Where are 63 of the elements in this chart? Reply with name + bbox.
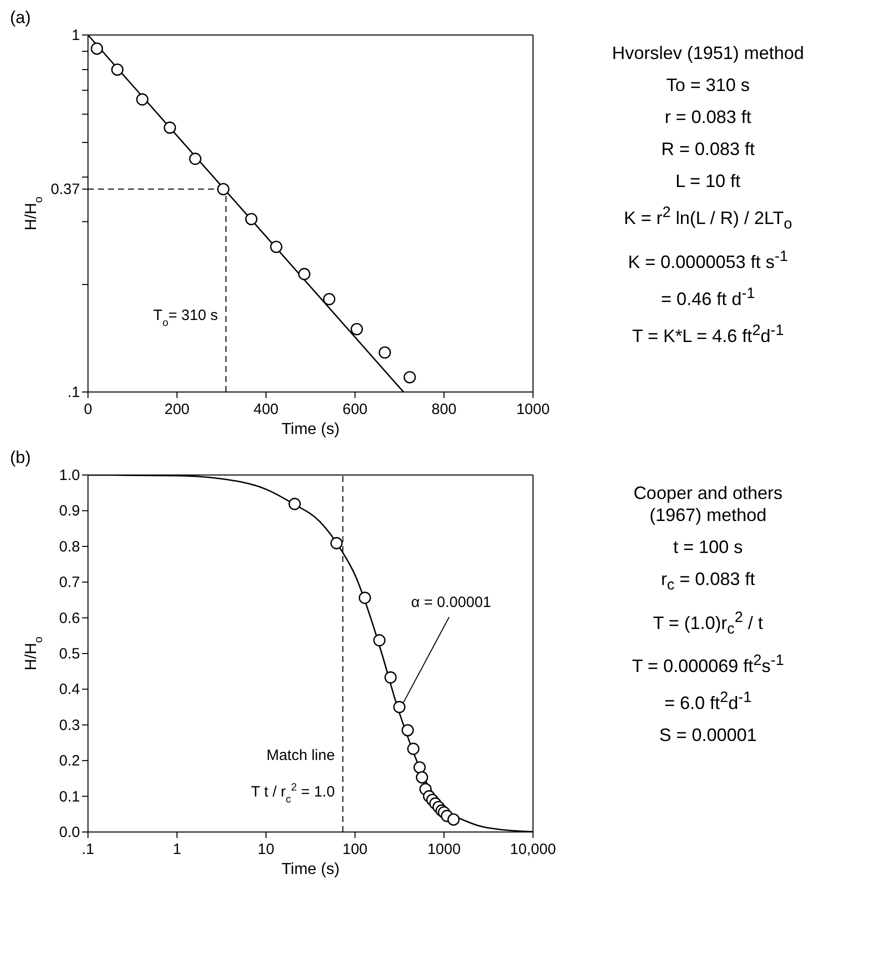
y-tick-label: 0.9 (59, 502, 80, 520)
text: Cooper and others (1967) method (632, 482, 784, 526)
point (136, 93, 148, 106)
text: t = 100 s (672, 536, 744, 558)
text: T = (1.0)r$_{c}$$^{2}$ / t (652, 608, 764, 640)
point (404, 371, 416, 384)
y-tick-label: 0.1 (59, 788, 80, 806)
point (217, 183, 230, 196)
y-tick-label: 0.37 (50, 181, 80, 198)
point (350, 322, 363, 336)
point (245, 212, 258, 226)
point (378, 346, 391, 359)
text: r = 0.083 ft (664, 106, 752, 128)
point (111, 63, 124, 76)
text: r$_{c}$ = 0.083 ft (660, 568, 756, 596)
annotation: T t / r$_{c}$$^{2}$ = 1.0 (251, 781, 335, 806)
point (298, 268, 310, 280)
y-tick-label: 0.3 (59, 716, 80, 734)
x-tick-label: .1 (82, 841, 94, 858)
y-tick-label: 0.8 (59, 538, 80, 556)
point (270, 240, 282, 254)
point (90, 42, 104, 55)
text: Hvorslev (1951) method (610, 42, 806, 64)
x-tick-label: 600 (342, 401, 368, 418)
y-tick-label: 1.0 (59, 467, 80, 484)
annotation: α = 0.00001 (411, 594, 492, 612)
text: To = 310 s (665, 74, 751, 96)
x-tick-label: 0 (84, 401, 92, 418)
y-tick-label: 0.6 (59, 610, 80, 627)
point (323, 293, 336, 306)
y-tick-label: 0.2 (59, 752, 80, 770)
x-tick-label: 10 (258, 841, 274, 858)
text: = 0.46 ft d$^{-1}$ (660, 284, 756, 310)
x-axis-title: Time (s) (281, 421, 340, 438)
x-tick-label: 800 (431, 401, 457, 418)
x-tick-label: 1 (172, 841, 182, 858)
x-tick-label: 100 (342, 841, 368, 858)
x-tick-label: 400 (253, 401, 279, 418)
y-tick-label: 0.7 (59, 574, 80, 592)
x-tick-label: 1000 (427, 841, 461, 858)
x-axis-title: Time (s) (281, 861, 340, 878)
point (164, 122, 176, 134)
y-tick-label: 1 (72, 27, 80, 44)
text: K = r$^{2}$ ln(L / R) / 2LT$_{o}$ (622, 203, 794, 235)
text: T = 0.000069 ft$^{2}$s$^{-1}$ (631, 651, 785, 678)
chart-title: (a) (10, 8, 31, 28)
x-tick-label: 10,000 (510, 841, 556, 858)
y-tick-label: .1 (67, 384, 80, 401)
point (189, 152, 202, 165)
y-tick-label: 0.0 (59, 824, 80, 841)
text: = 6.0 ft$^{2}$d$^{-1}$ (663, 688, 753, 714)
y-tick-label: 0.5 (59, 646, 80, 662)
text: R = 0.083 ft (660, 138, 756, 160)
text: L = 10 ft (674, 170, 742, 192)
text: K = 0.0000053 ft s$^{-1}$ (627, 246, 789, 273)
ref-line-label: T$_{o}$= 310 s (153, 307, 218, 329)
chart-title: (b) (10, 448, 31, 468)
text: T = K*L = 4.6 ft$^{2}$d$^{-1}$ (631, 320, 785, 347)
ref-line-label: Match line (266, 747, 335, 764)
y-tick-label: 0.4 (59, 681, 80, 698)
x-tick-label: 1000 (516, 401, 550, 418)
x-tick-label: 200 (164, 401, 190, 418)
text: S = 0.00001 (658, 724, 758, 746)
